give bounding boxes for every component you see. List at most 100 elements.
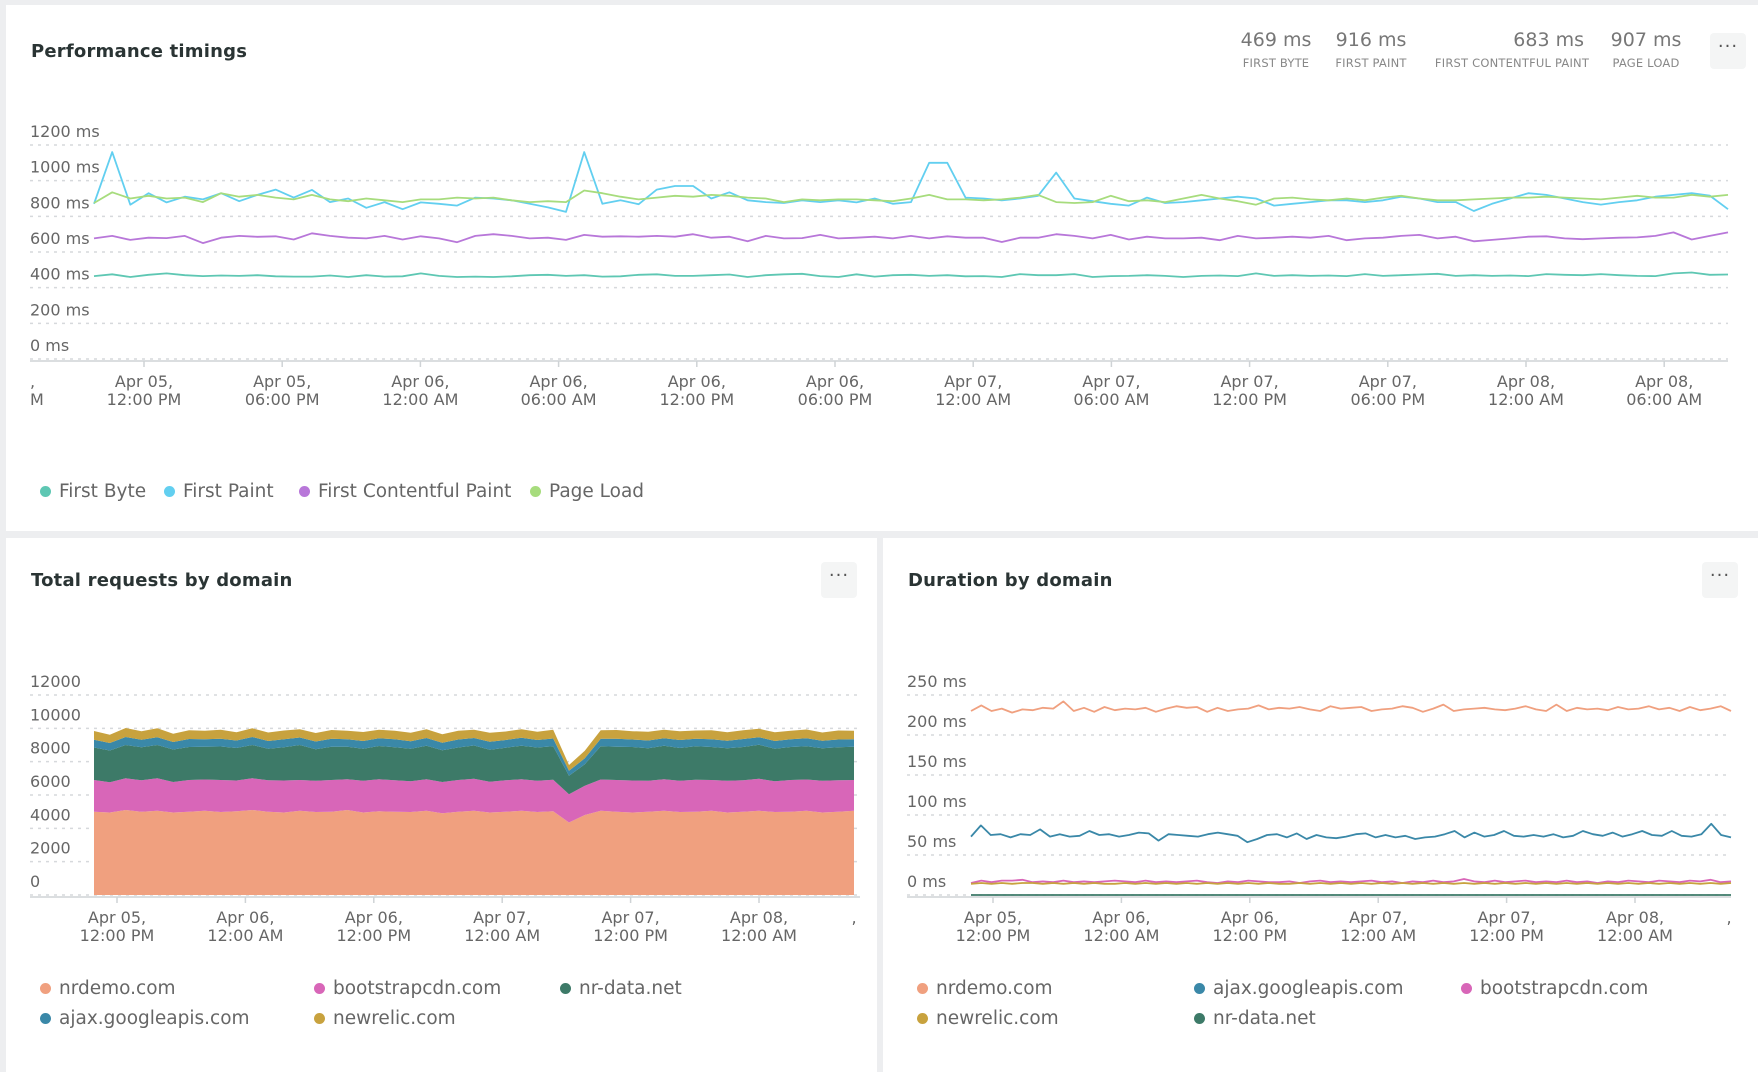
legend-swatch [917,1013,928,1024]
legend-label: First Byte [59,481,147,502]
legend-item-ajax-googleapis-com[interactable]: ajax.googleapis.com [40,1008,250,1029]
stat-page-load: 907 ms PAGE LOAD [1606,29,1686,70]
line-series-bootstrapcdn-com [970,878,1732,884]
legend-swatch [1194,983,1205,994]
legend-item-first-contentful-paint[interactable]: First Contentful Paint [299,481,511,502]
x-tick-label: Apr 05, [253,372,311,391]
legend-swatch [40,983,51,994]
x-tick-label: Apr 06, [216,908,274,927]
legend-label: First Paint [183,481,274,502]
more-options-button[interactable]: ··· [821,562,857,598]
y-tick-label: 6000 [30,772,71,791]
legend-item-first-paint[interactable]: First Paint [164,481,274,502]
x-tick-label: 12:00 AM [1597,926,1673,945]
x-tick-label: Apr 07, [601,908,659,927]
legend-item-first-byte[interactable]: First Byte [40,481,146,502]
legend-swatch [530,486,541,497]
x-tick-label: 12:00 AM [935,390,1011,409]
x-tick-label: Apr 06, [806,372,864,391]
more-options-button[interactable]: ··· [1702,562,1738,598]
line-series-ajax-googleapis-com [970,822,1732,844]
legend-item-nrdemo-com[interactable]: nrdemo.com [917,978,1053,999]
area-series-newrelic-com [94,728,854,771]
line-series-first-contentful-paint [93,231,1729,245]
legend-label: bootstrapcdn.com [1480,978,1649,999]
y-tick-label: 2000 [30,839,71,858]
x-tick-label: 06:00 PM [245,390,320,409]
legend-item-page-load[interactable]: Page Load [530,481,644,502]
y-tick-label: 0 [30,872,40,891]
y-tick-label: 0 ms [907,872,946,891]
x-tick-label: 12:00 PM [1212,926,1287,945]
line-series-first-paint [93,151,1729,213]
x-tick-label: Apr 07, [1477,908,1535,927]
stat-label: FIRST CONTENTFUL PAINT [1434,56,1590,70]
line-series-nrdemo-com [970,700,1732,714]
duration-legend: nrdemo.com ajax.googleapis.com bootstrapcd… [917,978,1747,1048]
area-series-bootstrapcdn-com [94,778,854,823]
stat-label: FIRST BYTE [1242,56,1310,70]
stat-first-contentful-paint: 683 ms FIRST CONTENTFUL PAINT [1428,29,1596,70]
duration-by-domain-chart: 0 ms 50 ms 100 ms 150 ms 200 ms 250 ms Apr 05,… [907,672,1732,945]
x-tick-label: 12:00 AM [382,390,458,409]
legend-label: nr-data.net [1213,1008,1316,1029]
legend-swatch [164,486,175,497]
y-tick-label: 4000 [30,805,71,824]
more-options-button[interactable]: ··· [1710,33,1746,69]
performance-timings-chart: 0 ms 200 ms 400 ms 600 ms 800 ms 1000 ms 1200 … [30,122,1729,409]
y-tick-label: 100 ms [907,792,967,811]
legend-item-newrelic-com[interactable]: newrelic.com [917,1008,1059,1029]
x-tick-label: Apr 07, [1349,908,1407,927]
x-tick-label: 12:00 PM [593,926,668,945]
x-tick-label: Apr 05, [88,908,146,927]
legend-item-ajax-googleapis-com[interactable]: ajax.googleapis.com [1194,978,1404,999]
legend-swatch [314,1013,325,1024]
legend-item-bootstrapcdn-com[interactable]: bootstrapcdn.com [1461,978,1648,999]
legend-swatch [299,486,310,497]
stat-label: PAGE LOAD [1612,56,1680,70]
x-tick-label: Apr 07, [1082,372,1140,391]
legend-item-nr-data-net[interactable]: nr-data.net [1194,1008,1316,1029]
legend-label: bootstrapcdn.com [333,978,502,999]
x-tick-label: 12:00 PM [107,390,182,409]
legend-label: nrdemo.com [59,978,176,999]
stat-value: 916 ms [1335,29,1407,51]
panel-title: Total requests by domain [31,570,293,591]
legend-swatch [40,1013,51,1024]
x-tick-label: Apr 07, [1220,372,1278,391]
y-tick-label: 150 ms [907,752,967,771]
x-tick-label: Apr 08, [1497,372,1555,391]
x-tick-label: Apr 06, [1092,908,1150,927]
legend-item-newrelic-com[interactable]: newrelic.com [314,1008,456,1029]
legend-item-nr-data-net[interactable]: nr-data.net [560,978,682,999]
x-tick-label: 12:00 PM [956,926,1031,945]
duration-by-domain-panel: Duration by domain ··· 0 ms 50 ms 100 ms 15… [883,538,1758,1072]
x-tick-label: 12:00 AM [1083,926,1159,945]
x-tick-label: , [851,908,856,927]
line-series-page-load [93,189,1729,206]
legend-swatch [40,486,51,497]
x-tick-label: 12:00 PM [659,390,734,409]
y-tick-label: 12000 [30,672,81,691]
panel-title: Performance timings [31,41,248,62]
legend-label: First Contentful Paint [318,481,512,502]
x-tick-label: 12:00 PM [80,926,155,945]
y-tick-label: 400 ms [30,265,90,284]
y-tick-label: 8000 [30,739,71,758]
performance-timings-panel: Performance timings 469 ms FIRST BYTE 91… [6,5,1758,531]
stat-value: 469 ms [1240,29,1312,51]
stat-value: 683 ms [1513,29,1584,51]
y-tick-label: 1200 ms [30,122,100,141]
x-tick-label: , [30,372,35,391]
x-tick-label: M [30,390,44,409]
line-series-newrelic-com [970,882,1732,885]
legend-label: ajax.googleapis.com [59,1008,250,1029]
x-tick-label: 12:00 AM [207,926,283,945]
legend-item-nrdemo-com[interactable]: nrdemo.com [40,978,176,999]
x-tick-label: Apr 06, [391,372,449,391]
x-tick-label: Apr 08, [1606,908,1664,927]
legend-swatch [314,983,325,994]
stat-value: 907 ms [1610,29,1682,51]
legend-item-bootstrapcdn-com[interactable]: bootstrapcdn.com [314,978,501,999]
legend-label: Page Load [549,481,645,502]
